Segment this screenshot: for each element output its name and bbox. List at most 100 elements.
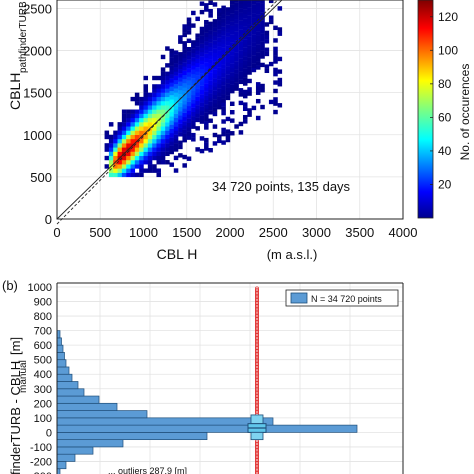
density-cell xyxy=(234,6,239,11)
density-cell xyxy=(121,143,127,148)
density-cell xyxy=(108,155,114,161)
density-cell xyxy=(139,164,144,169)
density-cell xyxy=(199,64,205,70)
density-cell xyxy=(247,70,252,75)
density-cell xyxy=(230,118,235,123)
density-cell xyxy=(199,85,205,91)
density-cell xyxy=(242,9,248,15)
density-cell xyxy=(199,35,205,40)
density-cell xyxy=(147,134,153,140)
density-cell xyxy=(143,101,149,106)
density-cell xyxy=(113,147,118,152)
density-cell xyxy=(191,61,196,66)
density-cell xyxy=(255,56,261,62)
density-cell xyxy=(139,101,144,106)
density-cell xyxy=(212,31,218,37)
density-cell xyxy=(247,108,252,113)
density-cell xyxy=(208,21,213,27)
y-tick-label: 1500 xyxy=(23,86,52,101)
density-cell xyxy=(147,101,153,106)
density-cell xyxy=(134,113,140,119)
density-cell xyxy=(225,36,231,42)
density-cell xyxy=(139,147,144,152)
boxplot-cap-upper xyxy=(250,414,264,425)
density-cell xyxy=(238,0,244,5)
colorbar-ticks: 20 40 60 80 100 120 xyxy=(430,10,458,191)
density-cell xyxy=(108,172,114,178)
density-cell xyxy=(212,69,218,75)
density-cell xyxy=(212,2,218,7)
density-cell xyxy=(217,41,222,47)
density-cell xyxy=(217,33,222,38)
histogram-bar xyxy=(56,337,62,346)
density-cell xyxy=(242,34,248,40)
density-cell xyxy=(208,118,213,123)
panel-a-annotation: 34 720 points, 135 days xyxy=(212,179,351,194)
density-cell xyxy=(143,88,149,93)
y-tick-label: 2000 xyxy=(23,44,52,59)
density-cell xyxy=(178,119,183,124)
density-cell xyxy=(147,155,153,161)
density-cell xyxy=(195,33,200,38)
density-cell xyxy=(260,33,265,38)
density-cell xyxy=(255,39,261,45)
histogram-bar xyxy=(56,453,76,462)
density-cell xyxy=(204,108,209,113)
panel-a-y-label-main: CBLH xyxy=(7,73,23,110)
density-cell xyxy=(255,14,261,20)
density-cell xyxy=(121,134,127,140)
density-cell xyxy=(182,100,187,105)
density-cell xyxy=(186,30,192,35)
density-cell xyxy=(139,113,144,119)
density-cell xyxy=(204,95,209,101)
density-cell xyxy=(225,78,231,84)
density-cell xyxy=(156,126,161,131)
density-cell xyxy=(165,130,170,135)
density-cell xyxy=(221,140,226,145)
density-cell xyxy=(238,50,244,55)
density-cell xyxy=(134,130,140,135)
density-cell xyxy=(234,0,239,3)
density-cell xyxy=(230,67,235,73)
density-cell xyxy=(212,52,218,58)
density-cell xyxy=(113,138,118,144)
density-cell xyxy=(147,143,153,148)
density-cell xyxy=(191,90,196,96)
density-cell xyxy=(264,34,270,40)
density-cell xyxy=(126,164,131,169)
density-cell xyxy=(238,20,244,26)
density-cell xyxy=(260,20,265,26)
density-cell xyxy=(255,35,261,41)
y-tick-label: 0 xyxy=(46,427,52,439)
density-cell xyxy=(238,29,244,34)
density-cell xyxy=(182,116,187,122)
density-cell xyxy=(277,82,283,87)
density-cell xyxy=(225,32,231,37)
density-cell xyxy=(130,172,136,178)
density-cell xyxy=(173,109,179,114)
density-cell xyxy=(186,38,192,43)
density-cell xyxy=(230,29,235,35)
density-cell xyxy=(242,68,248,74)
density-cell xyxy=(251,46,257,52)
histogram-bar xyxy=(56,461,67,470)
density-cell xyxy=(195,67,200,72)
density-cell xyxy=(165,143,170,148)
density-cell xyxy=(221,85,226,91)
density-cell xyxy=(264,30,270,36)
density-cell xyxy=(139,138,144,144)
density-cell xyxy=(182,53,187,59)
legend-swatch xyxy=(290,292,308,304)
density-cell xyxy=(169,124,174,129)
density-cell xyxy=(273,101,278,106)
density-cell xyxy=(178,73,183,78)
density-cell xyxy=(230,101,235,106)
density-cell xyxy=(182,83,187,88)
x-tick-label: 1000 xyxy=(129,225,158,240)
density-cell xyxy=(230,72,235,77)
panel-a-density-cells xyxy=(104,0,283,178)
panel-b-histogram xyxy=(56,330,358,474)
density-cell xyxy=(225,11,231,16)
density-cell xyxy=(195,62,200,68)
density-cell xyxy=(186,127,192,132)
